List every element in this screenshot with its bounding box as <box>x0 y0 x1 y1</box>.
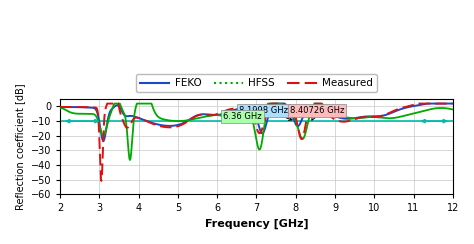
Y-axis label: Reflection coefficient [dB]: Reflection coefficient [dB] <box>15 83 25 210</box>
Text: 6.36 GHz: 6.36 GHz <box>223 112 262 121</box>
Legend: FEKO, HFSS, Measured: FEKO, HFSS, Measured <box>136 74 377 92</box>
Text: 8.1998 GHz: 8.1998 GHz <box>239 106 292 120</box>
X-axis label: Frequency [GHz]: Frequency [GHz] <box>205 219 308 229</box>
Text: 8.40726 GHz: 8.40726 GHz <box>290 106 344 120</box>
